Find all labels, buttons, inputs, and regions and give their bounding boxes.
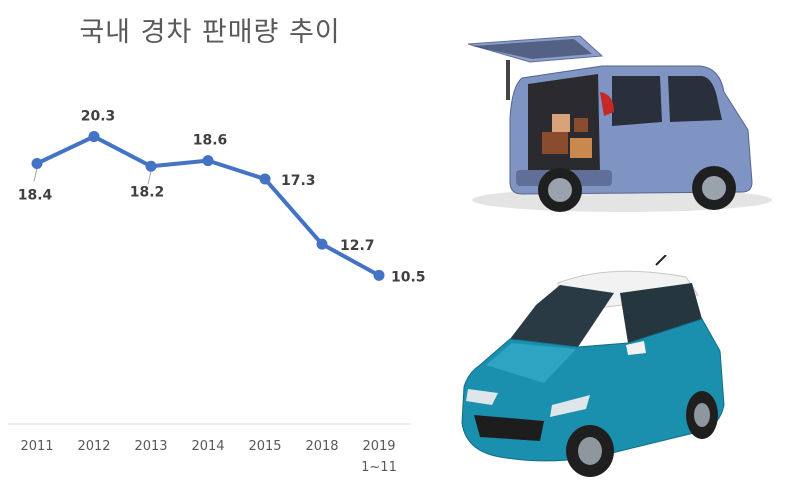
x-tick-label: 2019	[362, 439, 395, 454]
x-tick-label: 2018	[305, 439, 338, 454]
data-label: 18.4	[18, 187, 53, 203]
data-labels: 18.4 20.3 18.2 18.6 17.3 12.7 10.5	[18, 109, 426, 286]
label-leader-line	[33, 168, 38, 182]
data-label: 12.7	[340, 238, 375, 254]
x-tick-label: 2014	[191, 439, 224, 454]
data-point	[202, 155, 214, 167]
x-tick-label: 2011	[20, 439, 53, 454]
chart-title: 국내 경차 판매량 추이	[79, 17, 341, 48]
line-chart: 18.420.318.218.617.312.710.5 2011 2012 201…	[8, 109, 426, 475]
x-tick-sublabel: 1~11	[361, 460, 397, 475]
x-tick-label: 2015	[248, 439, 281, 454]
x-tick-label: 2012	[77, 439, 110, 454]
data-point	[373, 269, 385, 281]
teal-hatchback-photo	[440, 255, 730, 480]
data-label: 18.6	[193, 133, 228, 149]
data-point	[316, 238, 328, 250]
data-point	[259, 173, 271, 185]
data-point	[145, 160, 157, 172]
data-point	[31, 157, 43, 169]
data-points	[31, 131, 385, 281]
light-blue-van-photo	[452, 22, 772, 220]
leader-lines	[33, 168, 152, 185]
label-leader-line	[147, 171, 152, 185]
data-label: 18.2	[130, 184, 165, 200]
data-label: 17.3	[281, 173, 316, 189]
x-tick-labels: 2011 2012 2013 2014 2015 2018 2019 1~11	[20, 439, 396, 475]
x-tick-label: 2013	[134, 439, 167, 454]
data-label: 10.5	[391, 269, 426, 285]
data-point	[88, 131, 100, 143]
data-label: 20.3	[81, 109, 116, 125]
